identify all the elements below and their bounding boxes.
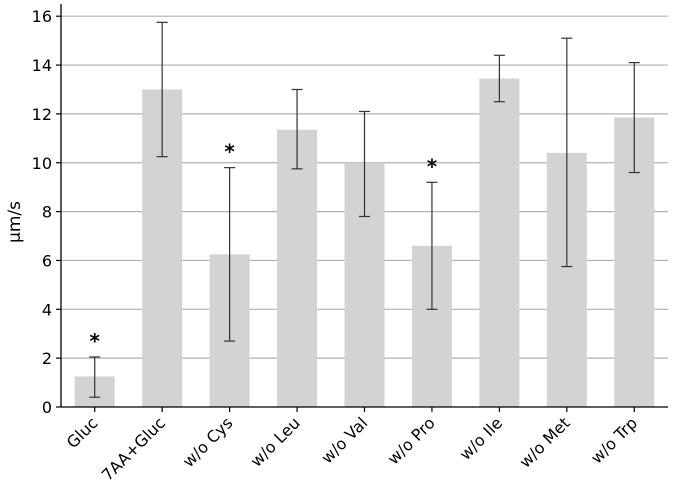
significance-star: *	[427, 154, 438, 178]
y-tick-label: 8	[42, 203, 52, 222]
x-tick-label: Gluc	[63, 413, 102, 452]
y-tick-label: 6	[42, 251, 52, 270]
x-tick-label: w/o Cys	[179, 413, 237, 471]
bar	[479, 78, 520, 407]
y-tick-label: 12	[32, 105, 52, 124]
y-tick-label: 2	[42, 349, 52, 368]
y-tick-label: 14	[32, 56, 52, 75]
significance-star: *	[224, 140, 235, 164]
y-tick-label: 10	[32, 154, 52, 173]
y-axis-label: µm/s	[5, 201, 25, 243]
x-tick-label: 7AA+Gluc	[98, 413, 169, 484]
error-bars	[89, 21, 640, 398]
significance-markers: * * *	[89, 140, 437, 353]
y-tick-label: 16	[32, 7, 52, 26]
x-tick-label: w/o Leu	[247, 413, 304, 470]
x-tick-label: w/o Ile	[456, 413, 506, 463]
x-tick-label: w/o Val	[317, 413, 371, 467]
x-tick-label: w/o Met	[515, 413, 573, 471]
bars	[74, 78, 655, 407]
x-tick-label: w/o Trp	[587, 413, 641, 467]
y-tick-label: 4	[42, 300, 52, 319]
x-tick-label: w/o Pro	[384, 413, 439, 468]
y-tick-label: 0	[42, 398, 52, 417]
y-axis-ticks: 0 2 4 6 8 10 12 14 16	[32, 7, 61, 417]
bar	[277, 129, 318, 407]
significance-star: *	[89, 329, 100, 353]
